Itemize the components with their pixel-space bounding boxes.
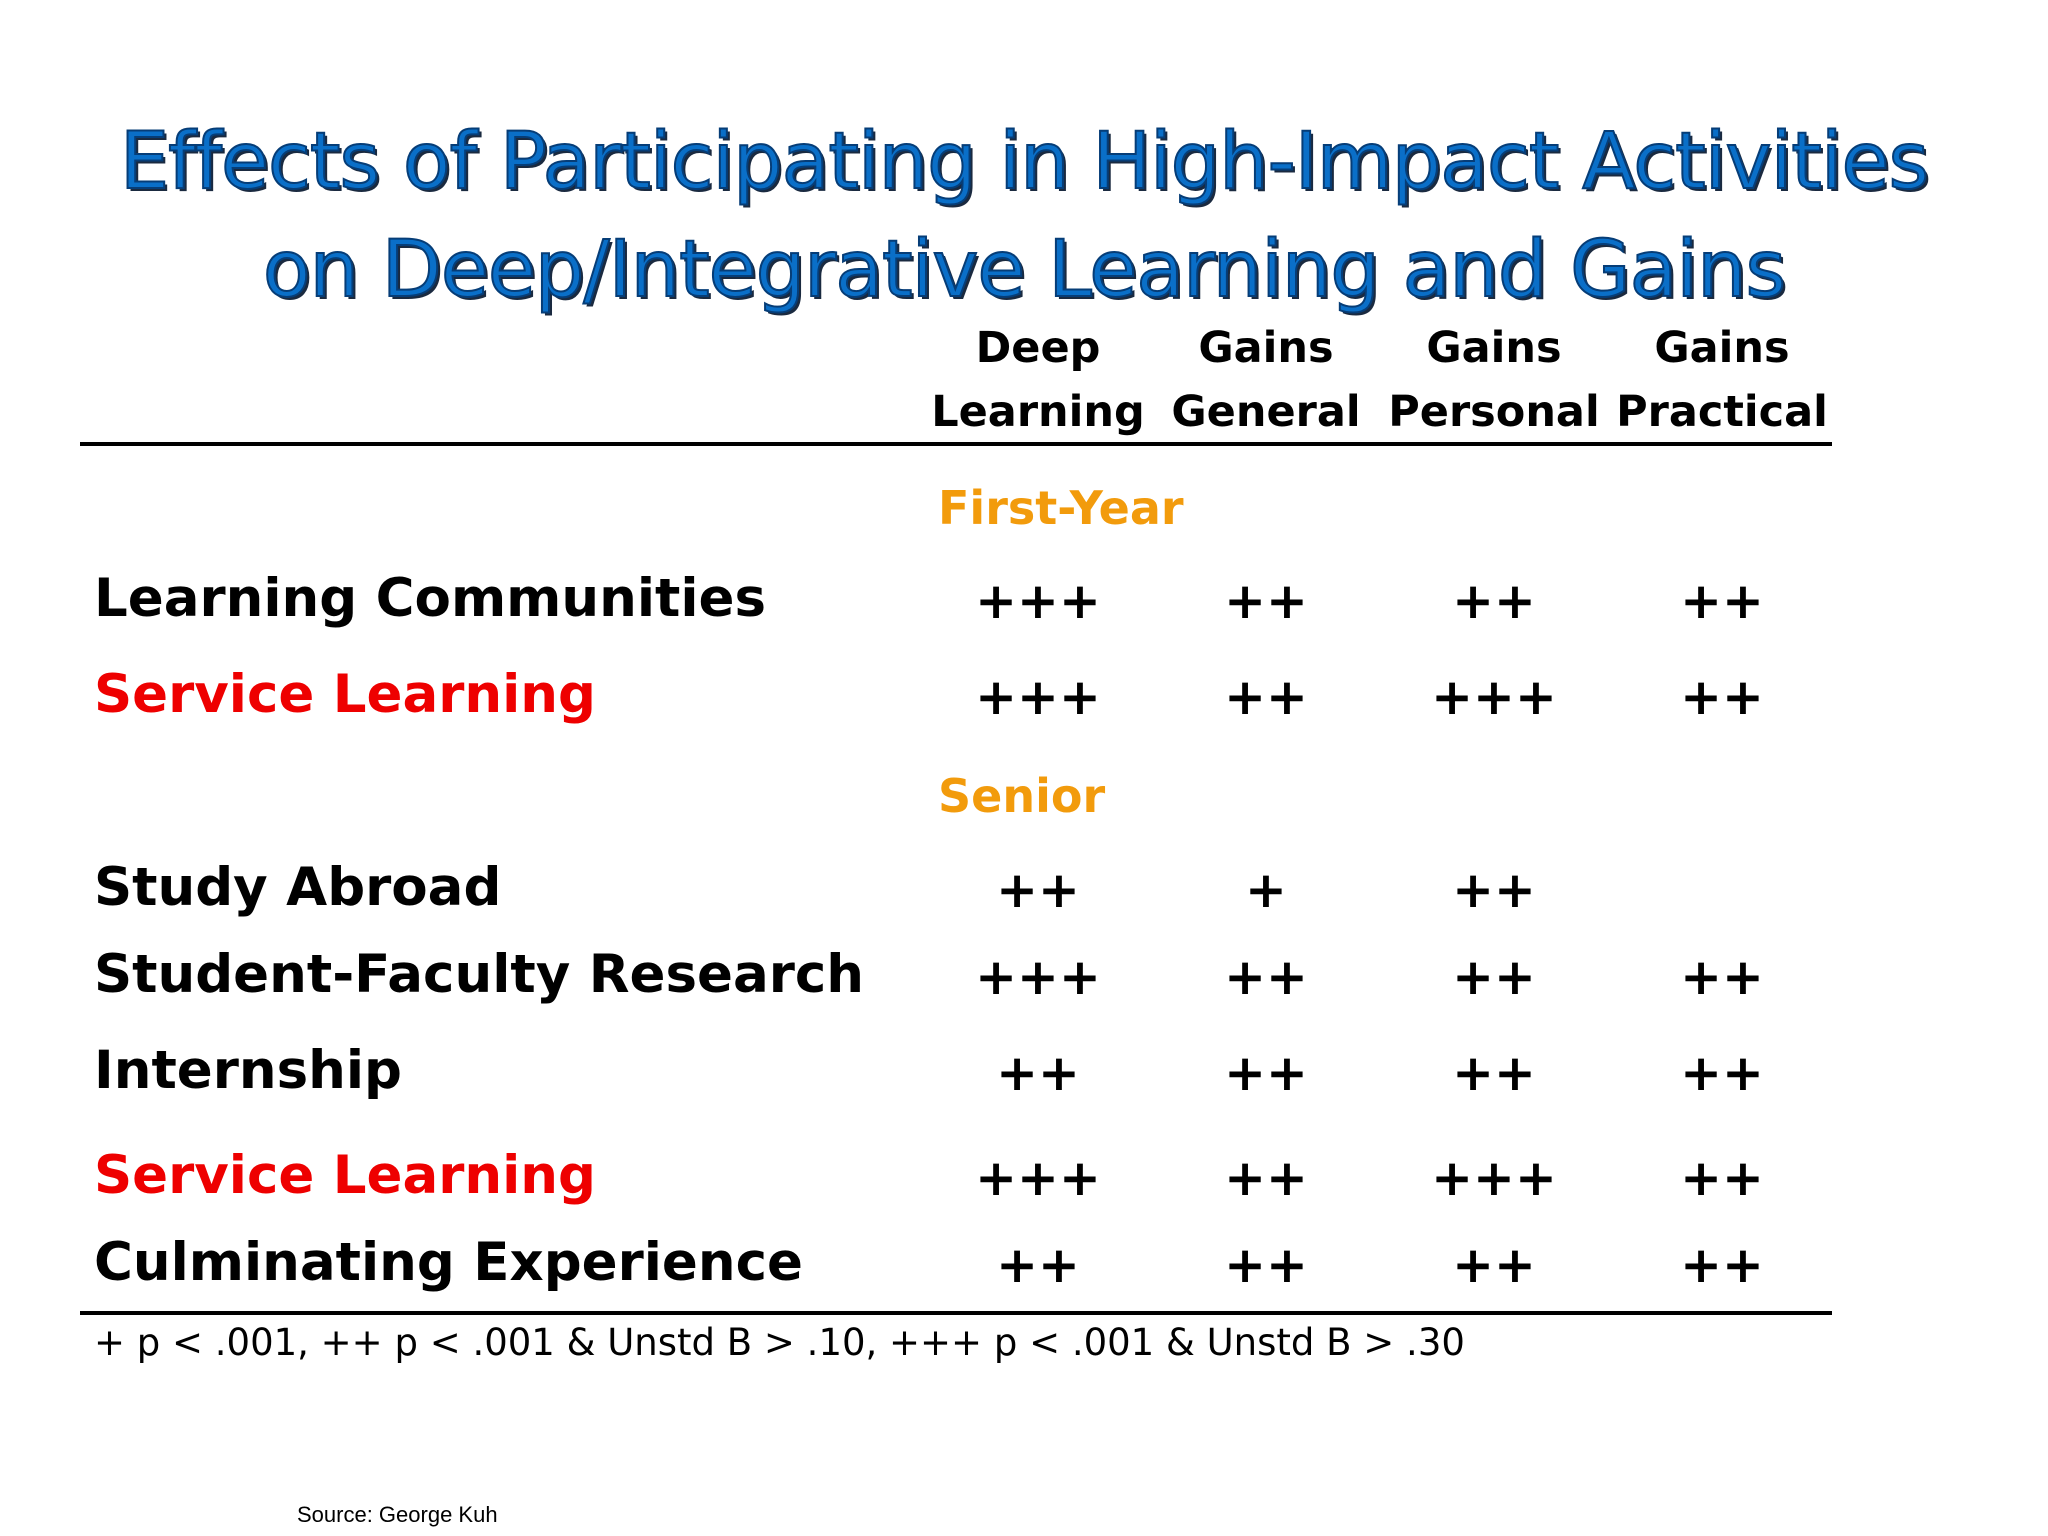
- cell-value: +++: [1431, 668, 1557, 726]
- cell-value: ++: [996, 1236, 1080, 1294]
- row-label-study-abroad: Study Abroad: [94, 857, 502, 918]
- column-header-line-2: Personal: [1388, 387, 1600, 437]
- cell-value: ++: [1452, 1236, 1536, 1294]
- cell-value: ++: [1224, 572, 1308, 630]
- column-header-line-2: General: [1171, 387, 1361, 437]
- cell-value: ++: [1224, 1149, 1308, 1207]
- cell-value: ++: [1224, 948, 1308, 1006]
- cell-value: ++: [1224, 1044, 1308, 1102]
- column-header-gains-practical: Gains Practical: [1608, 316, 1836, 444]
- cell-value: ++: [1680, 948, 1764, 1006]
- row-label-culminating-experience: Culminating Experience: [94, 1232, 803, 1293]
- column-header-gains-personal: Gains Personal: [1380, 316, 1608, 444]
- section-label-first-year: First-Year: [938, 481, 1184, 535]
- cell-value: ++: [1680, 572, 1764, 630]
- header-divider: [80, 442, 1832, 446]
- column-header-line-2: Practical: [1616, 387, 1828, 437]
- row-label-internship: Internship: [94, 1040, 402, 1101]
- row-label-service-learning: Service Learning: [94, 1145, 596, 1206]
- cell-value: ++: [1452, 948, 1536, 1006]
- cell-value: ++: [996, 1044, 1080, 1102]
- source-credit: Source: George Kuh: [297, 1502, 498, 1527]
- column-header-line-2: Learning: [931, 387, 1145, 437]
- cell-value: ++: [1224, 1236, 1308, 1294]
- cell-value: +++: [975, 572, 1101, 630]
- cell-value: ++: [1452, 572, 1536, 630]
- slide-title: Effects of Participating in High-Impact …: [0, 108, 2048, 324]
- cell-value: ++: [1680, 1044, 1764, 1102]
- cell-value: +++: [975, 1149, 1101, 1207]
- slide-title-line-1: Effects of Participating in High-Impact …: [119, 116, 1930, 208]
- row-label-learning-communities: Learning Communities: [94, 568, 767, 629]
- cell-value: +++: [975, 668, 1101, 726]
- column-header-line-1: Gains: [1654, 323, 1790, 373]
- cell-value: ++: [1680, 1236, 1764, 1294]
- column-header-line-1: Deep: [975, 323, 1101, 373]
- column-header-deep-learning: Deep Learning: [924, 316, 1152, 444]
- cell-value: +++: [975, 948, 1101, 1006]
- cell-value: +: [1245, 861, 1287, 919]
- slide-title-line-2: on Deep/Integrative Learning and Gains: [262, 224, 1787, 316]
- row-label-student-faculty-research: Student-Faculty Research: [94, 944, 865, 1005]
- cell-value: +++: [1431, 1149, 1557, 1207]
- cell-value: ++: [1224, 668, 1308, 726]
- column-header-line-1: Gains: [1426, 323, 1562, 373]
- cell-value: ++: [1680, 668, 1764, 726]
- row-label-service-learning: Service Learning: [94, 664, 596, 725]
- cell-value: ++: [1680, 1149, 1764, 1207]
- section-label-senior: Senior: [938, 769, 1106, 823]
- column-header-line-1: Gains: [1198, 323, 1334, 373]
- column-header-gains-general: Gains General: [1152, 316, 1380, 444]
- cell-value: ++: [996, 861, 1080, 919]
- cell-value: ++: [1452, 1044, 1536, 1102]
- cell-value: ++: [1452, 861, 1536, 919]
- table-bottom-divider: [80, 1311, 1832, 1315]
- significance-footnote: + p < .001, ++ p < .001 & Unstd B > .10,…: [94, 1321, 1465, 1364]
